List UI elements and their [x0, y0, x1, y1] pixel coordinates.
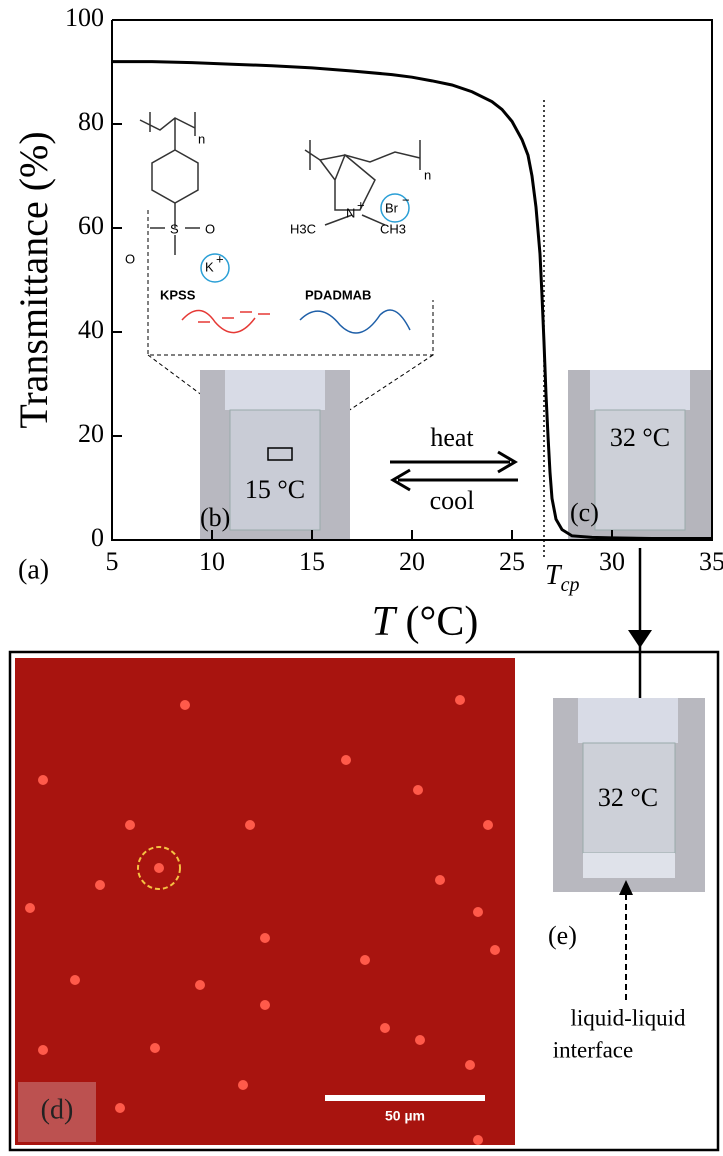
y-tick-label: 20: [78, 419, 104, 448]
cool-label: cool: [430, 486, 475, 515]
kpss-n: n: [198, 131, 205, 146]
figure: O S O K + n KPSS N + Br − H3C CH3 n PDAD…: [0, 0, 723, 1156]
photo-c-temperature: 32 °C: [610, 423, 670, 452]
droplet: [195, 980, 205, 990]
droplet: [341, 755, 351, 765]
x-tick-label: 15: [299, 547, 325, 576]
pdadmab-ion-charge: −: [402, 192, 410, 207]
y-tick-label: 40: [78, 315, 104, 344]
droplet: [465, 1060, 475, 1070]
pdadmab-right-methyl: CH3: [380, 221, 406, 236]
x-tick-label: 20: [399, 547, 425, 576]
kpss-charge: +: [216, 251, 224, 266]
photo-b-label: (b): [200, 503, 230, 532]
heat-label: heat: [430, 423, 474, 452]
droplet: [125, 820, 135, 830]
panel-d-label: (d): [41, 1094, 74, 1125]
cloud-point-subscript: cp: [561, 574, 580, 596]
droplet: [413, 785, 423, 795]
y-tick-label: 60: [78, 211, 104, 240]
scale-bar: [325, 1095, 485, 1101]
droplet: [490, 945, 500, 955]
droplet: [435, 875, 445, 885]
interface-line2: interface: [553, 1037, 633, 1062]
droplet: [38, 775, 48, 785]
droplet: [473, 1135, 483, 1145]
heat-cool-arrows: [390, 452, 518, 490]
panel-a-label: (a): [18, 554, 49, 585]
x-tick-label: 30: [599, 547, 625, 576]
droplet: [70, 975, 80, 985]
pdadmab-name: PDADMAB: [305, 287, 371, 302]
droplet: [95, 880, 105, 890]
x-axis-label: T (°C): [372, 599, 479, 645]
interface-line1: liquid-liquid: [571, 1005, 687, 1030]
droplet: [473, 907, 483, 917]
x-tick-label: 10: [199, 547, 225, 576]
cloud-point-label: Tcp: [545, 560, 579, 595]
photo-b-temperature: 15 °C: [245, 475, 305, 504]
droplet: [238, 1080, 248, 1090]
y-tick-label: 80: [78, 107, 104, 136]
x-axis-symbol: T: [372, 599, 398, 645]
photo-c-label: (c): [570, 498, 599, 527]
arrow-head: [628, 630, 652, 648]
y-tick-label: 0: [91, 523, 104, 552]
droplet: [483, 820, 493, 830]
photo-e-temperature: 32 °C: [598, 783, 658, 812]
pdadmab-charge: +: [357, 197, 365, 212]
kpss-oxygen: O: [125, 251, 135, 266]
droplet: [115, 1103, 125, 1113]
droplet: [415, 1035, 425, 1045]
droplet: [154, 863, 164, 873]
pdadmab-nitrogen: N: [346, 205, 355, 220]
y-axis-label: Transmittance (%): [11, 131, 56, 428]
x-axis-unit: (°C): [406, 599, 479, 645]
x-tick-label: 35: [699, 547, 723, 576]
kpss-ion: K: [205, 259, 214, 274]
pdadmab-left-methyl: H3C: [290, 221, 316, 236]
pdadmab-ion: Br: [385, 200, 399, 215]
x-tick-label: 25: [499, 547, 525, 576]
panel-e-label: (e): [548, 921, 577, 950]
droplet: [180, 700, 190, 710]
droplet: [150, 1043, 160, 1053]
kpss-sulfur: S: [170, 221, 179, 236]
droplet: [260, 1000, 270, 1010]
pdadmab-n: n: [424, 167, 431, 182]
microscopy-image: [15, 658, 515, 1145]
kpss-name: KPSS: [160, 287, 196, 302]
scale-bar-label: 50 µm: [385, 1108, 425, 1124]
droplet: [245, 820, 255, 830]
kpss-oxide: O: [205, 221, 215, 236]
droplet: [260, 933, 270, 943]
droplet: [380, 1023, 390, 1033]
droplet: [38, 1045, 48, 1055]
x-tick-label: 5: [106, 547, 119, 576]
y-tick-label: 100: [65, 3, 104, 32]
droplet: [25, 903, 35, 913]
droplet: [360, 955, 370, 965]
droplet: [455, 695, 465, 705]
